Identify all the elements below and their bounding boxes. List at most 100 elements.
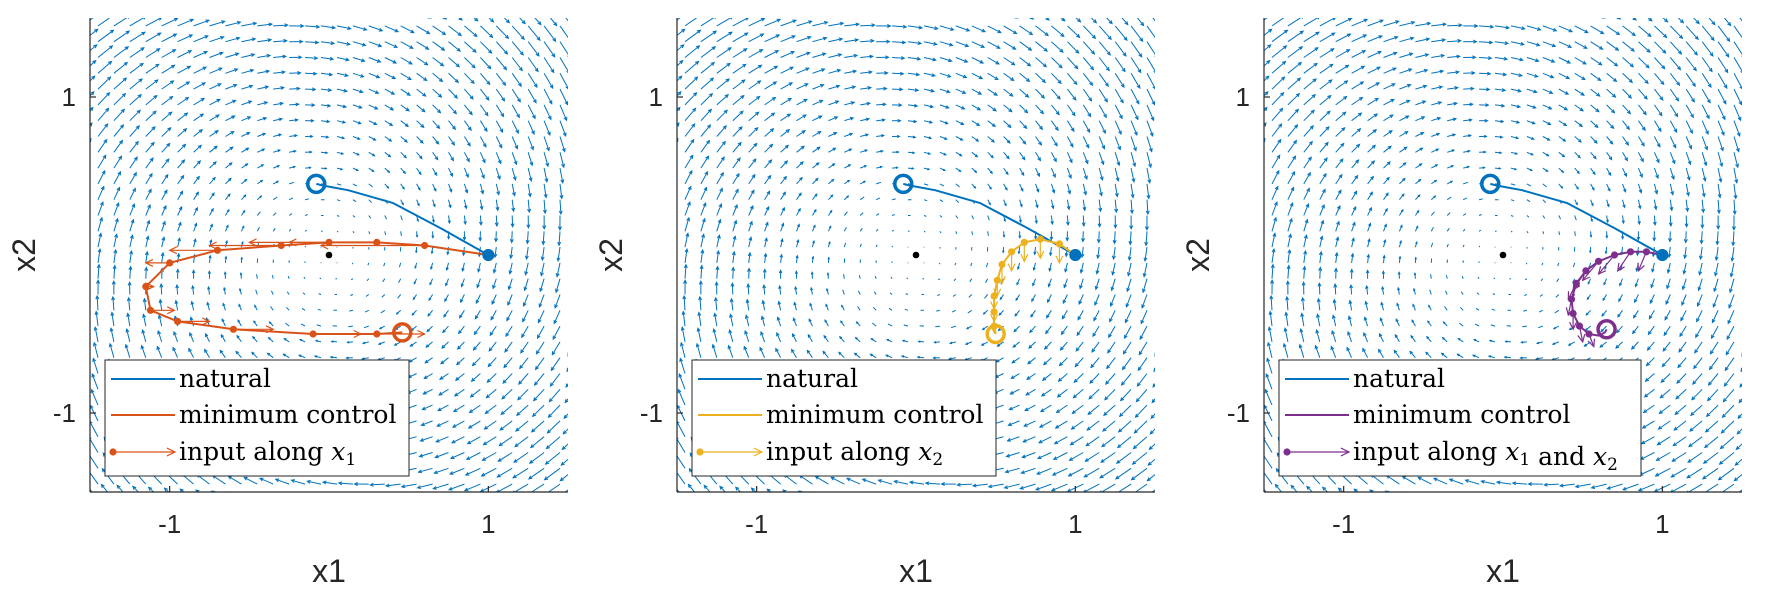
quiver-arrow-head — [713, 296, 718, 302]
quiver-arrow-head — [330, 340, 334, 343]
quiver-arrow-head — [1365, 269, 1370, 274]
quiver-arrow-head — [1019, 502, 1022, 505]
quiver-arrow — [193, 176, 200, 185]
quiver-arrow — [145, 157, 154, 169]
quiver-arrow-head — [342, 104, 348, 109]
quiver-arrow-head — [424, 359, 429, 364]
quiver-arrow-head — [530, 146, 534, 151]
quiver-arrow — [1109, 310, 1116, 322]
quiver-arrow-head — [672, 201, 675, 205]
quiver-arrow — [1082, 183, 1087, 195]
quiver-arrow-head — [980, 343, 985, 346]
quiver-arrow — [289, 134, 297, 137]
quiver-arrow-head — [713, 312, 718, 317]
quiver-arrow — [1066, 199, 1070, 210]
quiver-arrow — [499, 420, 513, 431]
quiver-arrow — [748, 143, 758, 153]
quiver-arrow — [161, 221, 166, 232]
quiver-arrow-head — [328, 72, 334, 77]
quiver-arrow-head — [701, 233, 705, 238]
quiver-arrow-head — [1097, 223, 1102, 228]
quiver-arrow — [1480, 497, 1495, 500]
quiver-arrow — [923, 104, 934, 108]
quiver-arrow — [987, 104, 997, 112]
quiver-arrow-head — [480, 505, 484, 508]
quiver-arrow-head — [1079, 284, 1083, 290]
quiver-arrow-head — [1114, 507, 1117, 510]
quiver-arrow-head — [148, 188, 152, 193]
quiver-arrow-head — [221, 318, 225, 322]
quiver-arrow-head — [1042, 63, 1048, 68]
quiver-arrow — [1123, 341, 1132, 355]
quiver-arrow-head — [520, 35, 525, 41]
quiver-arrow-head — [547, 413, 552, 419]
quiver-arrow — [368, 199, 373, 204]
quiver-arrow — [669, 186, 675, 200]
quiver-arrow-head — [1269, 14, 1273, 17]
quiver-arrow — [563, 413, 568, 419]
quiver-arrow-head — [1318, 250, 1323, 256]
quiver-arrow-head — [1028, 344, 1033, 349]
quiver-arrow-head — [1167, 118, 1170, 122]
quiver-arrow-head — [821, 52, 827, 57]
quiver-arrow-head — [1370, 160, 1376, 165]
quiver-arrow — [559, 500, 577, 512]
quiver-arrow — [1352, 4, 1369, 10]
quiver-arrow — [732, 63, 746, 74]
quiver-arrow-head — [570, 321, 573, 325]
quiver-arrow — [677, 44, 685, 52]
quiver-arrow — [384, 215, 388, 220]
quiver-arrow-head — [1286, 0, 1290, 2]
quiver-arrow — [843, 227, 847, 232]
quiver-arrow-head — [1314, 344, 1319, 350]
quiver-arrow-head — [1131, 178, 1136, 183]
quiver-arrow — [730, 298, 734, 311]
quiver-arrow — [560, 458, 568, 466]
quiver-arrow — [448, 88, 458, 99]
quiver-arrow-head — [181, 159, 186, 164]
quiver-arrow-head — [194, 222, 198, 227]
quiver-arrow-head — [534, 365, 539, 371]
quiver-arrow-head — [471, 362, 476, 367]
quiver-arrow-head — [440, 360, 445, 365]
quiver-arrow-head — [886, 39, 891, 44]
quiver-arrow-head — [768, 159, 773, 164]
quiver-arrow-head — [1270, 279, 1275, 284]
quiver-arrow-head — [916, 56, 922, 61]
quiver-arrow-head — [688, 169, 693, 175]
quiver-arrow-head — [1441, 38, 1447, 43]
quiver-arrow — [193, 145, 202, 153]
quiver-arrow — [1351, 222, 1356, 232]
quiver-arrow-head — [387, 170, 391, 174]
quiver-arrow-head — [722, 125, 727, 130]
quiver-arrow — [748, 252, 751, 263]
quiver-arrow-head — [902, 24, 908, 29]
quiver-arrow — [209, 83, 222, 90]
quiver-arrow — [1429, 289, 1432, 295]
quiver-arrow — [714, 313, 718, 327]
quiver-arrow — [1019, 152, 1026, 160]
quiver-arrow-head — [1064, 253, 1069, 258]
quiver-arrow — [1399, 53, 1413, 58]
quiver-arrow — [97, 217, 103, 232]
quiver-arrow — [499, 436, 513, 447]
quiver-arrow — [684, 61, 699, 74]
quiver-arrow-head — [1117, 428, 1123, 433]
quiver-arrow — [193, 160, 201, 169]
quiver-arrow-head — [1302, 265, 1307, 270]
quiver-arrow — [225, 162, 233, 169]
quiver-arrow-head — [420, 422, 425, 426]
quiver-arrow-head — [1267, 44, 1272, 49]
quiver-arrow-head — [1170, 55, 1173, 59]
quiver-arrow — [684, 108, 696, 122]
quiver-arrow — [1117, 436, 1132, 448]
quiver-arrow-head — [440, 46, 446, 51]
quiver-arrow — [161, 64, 175, 74]
quiver-arrow-head — [496, 175, 501, 181]
quiver-arrow-head — [920, 10, 923, 13]
quiver-arrow-head — [258, 477, 264, 482]
quiver-arrow-head — [1362, 347, 1366, 353]
quiver-arrow — [1461, 275, 1464, 279]
quiver-arrow — [1431, 9, 1447, 11]
quiver-arrow — [987, 25, 1002, 34]
